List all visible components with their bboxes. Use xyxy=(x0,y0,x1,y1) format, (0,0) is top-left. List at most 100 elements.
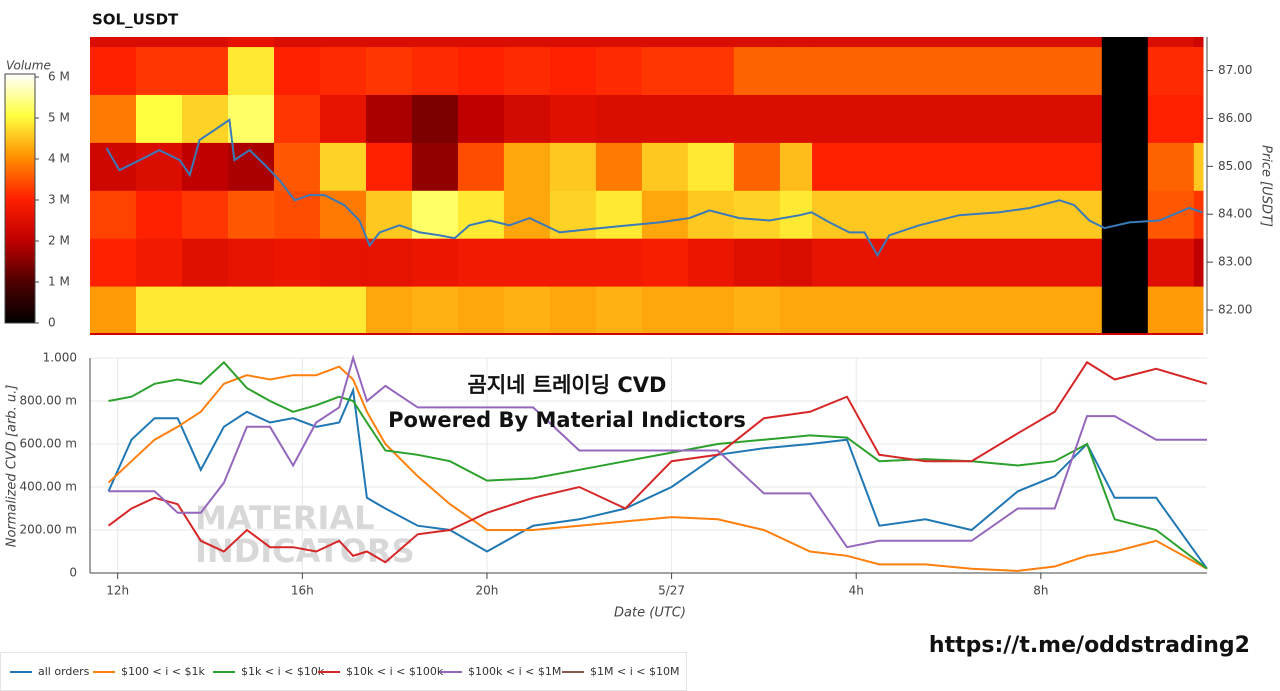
heatmap-cell xyxy=(503,142,551,191)
x-axis-label: Date (UTC) xyxy=(614,606,686,621)
heatmap-cell xyxy=(1193,94,1204,143)
heatmap-cell xyxy=(779,286,813,335)
heatmap-cell xyxy=(733,142,781,191)
colorbar-tick-label: 1 M xyxy=(48,275,70,289)
heatmap-cell xyxy=(1101,142,1149,191)
heatmap-cell xyxy=(641,94,689,143)
heatmap-cell xyxy=(779,238,813,287)
heatmap-cell xyxy=(365,238,413,287)
y-tick-label: 0 xyxy=(69,566,77,580)
heatmap-cell xyxy=(641,190,689,239)
y2-axis-label: Price [USDT] xyxy=(1259,145,1274,227)
heatmap-cell xyxy=(779,190,813,239)
heatmap-cell xyxy=(411,37,459,48)
heatmap-cell xyxy=(595,46,643,95)
heatmap-cell xyxy=(641,238,689,287)
heatmap-cell xyxy=(779,37,813,48)
heatmap-cell xyxy=(181,238,229,287)
heatmap-cell xyxy=(365,46,413,95)
heatmap-cell xyxy=(457,190,505,239)
heatmap-cell xyxy=(1147,142,1195,191)
heatmap-cell xyxy=(1193,238,1204,287)
heatmap-cell xyxy=(812,94,1103,143)
heatmap-cell xyxy=(1147,238,1195,287)
x-tick-label: 5/27 xyxy=(658,584,685,598)
heatmap-cell xyxy=(1147,37,1195,48)
heatmap-cell xyxy=(273,46,321,95)
heatmap-cell xyxy=(595,142,643,191)
heatmap-cell xyxy=(779,142,813,191)
heatmap-cell xyxy=(90,94,137,143)
heatmap-cell xyxy=(733,94,781,143)
heatmap-cell xyxy=(733,286,781,335)
series-line xyxy=(107,360,1208,564)
heatmap-cell xyxy=(1101,46,1149,95)
heatmap-cell xyxy=(181,190,229,239)
heatmap-cell xyxy=(319,142,367,191)
colorbar-tick-label: 6 M xyxy=(48,70,70,84)
heatmap-cell xyxy=(411,46,459,95)
heatmap-cell xyxy=(411,238,459,287)
heatmap-cell xyxy=(1101,37,1149,48)
heatmap-cell xyxy=(812,37,1103,48)
colorbar-tick-label: 3 M xyxy=(48,193,70,207)
heatmap-cell xyxy=(641,37,689,48)
heatmap-cell xyxy=(549,46,597,95)
heatmap-cell xyxy=(90,46,137,95)
heatmap-cell xyxy=(687,46,735,95)
heatmap-cell xyxy=(319,94,367,143)
heatmap-cell xyxy=(227,46,275,95)
heatmap-cell xyxy=(227,238,275,287)
legend-label: $100 < i < $1k xyxy=(121,665,205,678)
heatmap-cell xyxy=(90,37,137,48)
heatmap-cell xyxy=(365,190,413,239)
x-tick-label: 4h xyxy=(849,584,864,598)
heatmap-cell xyxy=(273,190,321,239)
series-line xyxy=(108,354,1207,549)
heatmap-cell xyxy=(549,286,597,335)
heatmap-cell xyxy=(1101,190,1149,239)
y2-tick-label: 82.00 xyxy=(1218,303,1252,317)
heatmap-cell xyxy=(365,286,413,335)
heatmap-cell xyxy=(1101,238,1149,287)
heatmap-cell xyxy=(549,37,597,48)
heatmap-cell xyxy=(135,286,183,335)
colorbar-title: Volume xyxy=(6,59,51,73)
heatmap-cell xyxy=(181,37,229,48)
heatmap-cell xyxy=(812,238,1103,287)
heatmap-cell xyxy=(411,94,459,143)
y-tick-label: 200.00 m xyxy=(20,523,78,537)
heatmap-cell xyxy=(365,94,413,143)
heatmap-cell xyxy=(779,94,813,143)
series-line xyxy=(108,360,1208,570)
heatmap-cell xyxy=(319,46,367,95)
heatmap-cell xyxy=(365,37,413,48)
y2-tick-label: 83.00 xyxy=(1218,255,1252,269)
legend-label: all orders xyxy=(38,665,90,678)
heatmap-cell xyxy=(812,142,1103,191)
heatmap-cell xyxy=(411,286,459,335)
annotation: 곰지네 트레이딩 CVD xyxy=(468,373,667,397)
legend-label: $10k < i < $100k xyxy=(346,665,444,678)
chart-title: SOL_USDT xyxy=(92,11,179,29)
legend-label: $100k < i < $1M xyxy=(468,665,561,678)
x-tick-label: 8h xyxy=(1033,584,1048,598)
heatmap-cell xyxy=(1101,94,1149,143)
y-tick-label: 400.00 m xyxy=(20,480,78,494)
heatmap-cell xyxy=(135,94,183,143)
heatmap-cell xyxy=(411,142,459,191)
heatmap-cell xyxy=(273,37,321,48)
colorbar-tick-label: 0 xyxy=(48,316,56,330)
heatmap-cell xyxy=(181,286,229,335)
heatmap-cell xyxy=(457,142,505,191)
price-line xyxy=(105,118,1203,258)
heatmap-cell xyxy=(227,190,275,239)
series-line xyxy=(107,386,1208,570)
heatmap-cell xyxy=(319,238,367,287)
heatmap-cell xyxy=(641,142,689,191)
heatmap-cell xyxy=(135,37,183,48)
heatmap-cell xyxy=(641,286,689,335)
heatmap-cell xyxy=(733,190,781,239)
heatmap-cell xyxy=(595,94,643,143)
heatmap-cell xyxy=(273,286,321,335)
